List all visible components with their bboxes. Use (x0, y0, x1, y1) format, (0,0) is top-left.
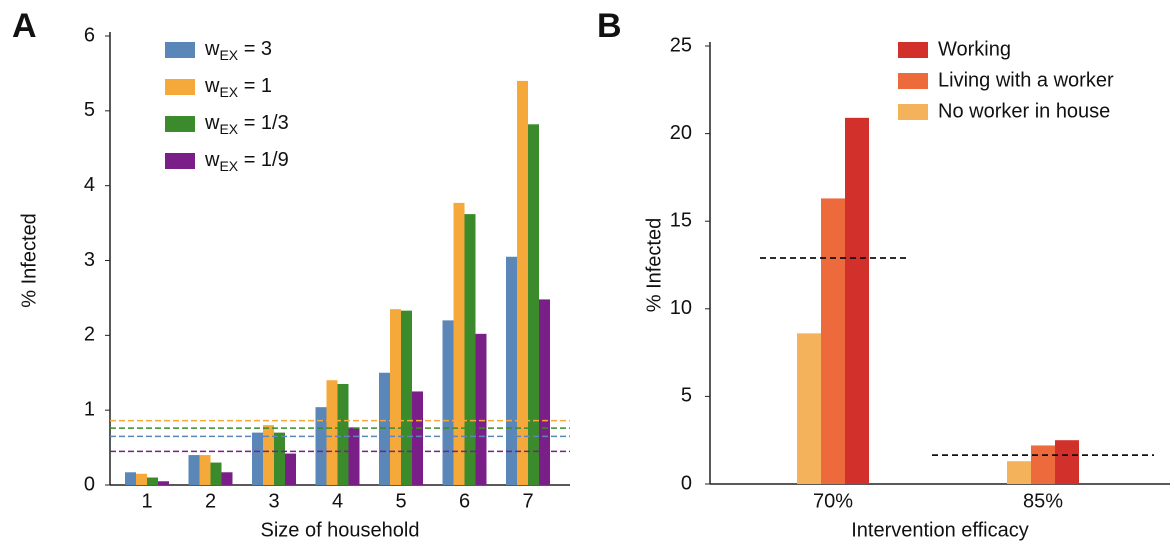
y-tick-label: 25 (670, 34, 692, 56)
bar (210, 462, 222, 485)
x-tick-label: 7 (522, 490, 533, 512)
y-tick-label: 15 (670, 209, 692, 231)
legend-label: No worker in house (938, 100, 1110, 122)
bar (125, 472, 136, 485)
bar (199, 455, 211, 485)
x-tick-label: 1 (141, 490, 152, 512)
legend-label-base: w (204, 75, 220, 97)
bar (1055, 440, 1079, 484)
legend-label-base: w (204, 38, 220, 60)
legend-label-base: w (204, 149, 220, 171)
y-axis-title: % Infected (18, 213, 40, 308)
legend-swatch (165, 116, 195, 132)
bar (274, 432, 285, 485)
legend-label: Living with a worker (938, 69, 1114, 91)
bar (401, 310, 412, 485)
legend-label: wEX = 1/3 (204, 112, 289, 136)
legend-label: Working (938, 38, 1011, 60)
bar (285, 453, 296, 485)
y-tick-label: 3 (84, 249, 95, 271)
bar (326, 380, 338, 485)
y-axis-title: % Infected (643, 218, 665, 313)
x-tick-label: 6 (459, 490, 470, 512)
legend-label: wEX = 1/9 (204, 149, 289, 173)
x-tick-label: 4 (332, 490, 343, 512)
bar (845, 117, 869, 484)
bar (1031, 445, 1055, 484)
legend-label-sub: EX (219, 47, 238, 63)
bar (158, 481, 169, 485)
bar (348, 427, 360, 485)
bar (453, 202, 465, 485)
bar (797, 333, 821, 484)
y-tick-label: 4 (84, 174, 95, 196)
legend-swatch (165, 153, 195, 169)
bar (539, 299, 550, 485)
y-tick-label: 0 (681, 472, 692, 494)
y-tick-label: 5 (681, 385, 692, 407)
legend-label-base: w (204, 112, 220, 134)
panel-label: B (597, 7, 622, 45)
bar (221, 472, 233, 485)
legend-swatch (898, 42, 928, 58)
legend-swatch (165, 79, 195, 95)
bar (412, 391, 423, 485)
legend-swatch (165, 42, 195, 58)
bar (390, 309, 401, 485)
bar (506, 256, 517, 485)
legend-label: wEX = 3 (204, 38, 272, 62)
legend-label-rest: = 1/3 (238, 112, 289, 134)
bar (528, 124, 539, 485)
x-axis-title: Intervention efficacy (851, 519, 1029, 541)
bar (442, 320, 454, 485)
legend-label-sub: EX (219, 84, 238, 100)
y-tick-label: 1 (84, 398, 95, 420)
bar (475, 333, 487, 485)
x-tick-label: 70% (813, 490, 853, 512)
y-tick-label: 6 (84, 24, 95, 46)
legend-swatch (898, 73, 928, 89)
bar (252, 432, 263, 485)
legend-label: wEX = 1 (204, 75, 272, 99)
legend-label-sub: EX (219, 158, 238, 174)
legend-swatch (898, 104, 928, 120)
bar (821, 198, 845, 484)
legend-label-sub: EX (219, 121, 238, 137)
x-tick-label: 5 (395, 490, 406, 512)
x-axis-title: Size of household (260, 519, 419, 541)
x-tick-label: 3 (268, 490, 279, 512)
y-tick-label: 2 (84, 324, 95, 346)
bar (263, 425, 274, 485)
bar (315, 407, 327, 485)
y-tick-label: 10 (670, 297, 692, 319)
bar (188, 455, 200, 485)
legend-label-rest: = 3 (238, 38, 272, 60)
x-tick-label: 2 (205, 490, 216, 512)
legend-label-rest: = 1 (238, 75, 272, 97)
bar (337, 383, 349, 485)
y-tick-label: 20 (670, 122, 692, 144)
bar (136, 473, 147, 485)
y-tick-label: 0 (84, 473, 95, 495)
bar (517, 80, 528, 486)
legend-label-rest: = 1/9 (238, 149, 289, 171)
panel-label: A (12, 7, 37, 45)
bar (1007, 461, 1031, 484)
bar (464, 214, 476, 485)
y-tick-label: 5 (84, 99, 95, 121)
bar (147, 477, 158, 485)
x-tick-label: 85% (1023, 490, 1063, 512)
